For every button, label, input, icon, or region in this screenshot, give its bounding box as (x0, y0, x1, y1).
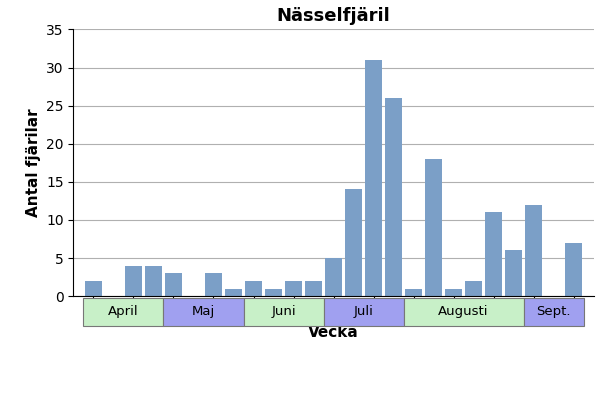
Bar (445, 289, 462, 296)
Y-axis label: Antal fjärilar: Antal fjärilar (26, 108, 40, 217)
Text: Juni: Juni (271, 305, 296, 318)
Bar (265, 289, 282, 296)
Text: Augusti: Augusti (438, 305, 489, 318)
Bar (165, 273, 182, 296)
Bar (425, 159, 442, 296)
Bar (244, 298, 324, 326)
Text: Sept.: Sept. (536, 305, 571, 318)
Text: Maj: Maj (192, 305, 215, 318)
Bar (465, 281, 482, 296)
Bar (83, 298, 163, 326)
Bar (385, 98, 402, 296)
Bar (524, 298, 584, 326)
Bar (525, 205, 542, 296)
X-axis label: Vecka: Vecka (308, 326, 359, 341)
Bar (205, 273, 222, 296)
Bar (324, 298, 403, 326)
Bar (163, 298, 244, 326)
Bar (145, 266, 162, 296)
Bar (225, 289, 242, 296)
Bar (405, 289, 422, 296)
Text: April: April (108, 305, 139, 318)
Bar (565, 243, 582, 296)
Bar (85, 281, 102, 296)
Bar (325, 258, 342, 296)
Bar (403, 298, 524, 326)
Title: Nässelfjäril: Nässelfjäril (277, 7, 390, 25)
Bar (365, 60, 382, 296)
Bar (285, 281, 302, 296)
Bar (125, 266, 142, 296)
Bar (505, 250, 522, 296)
Bar (485, 213, 502, 296)
Text: Juli: Juli (354, 305, 373, 318)
Bar (345, 189, 362, 296)
Bar (305, 281, 322, 296)
Bar (245, 281, 262, 296)
